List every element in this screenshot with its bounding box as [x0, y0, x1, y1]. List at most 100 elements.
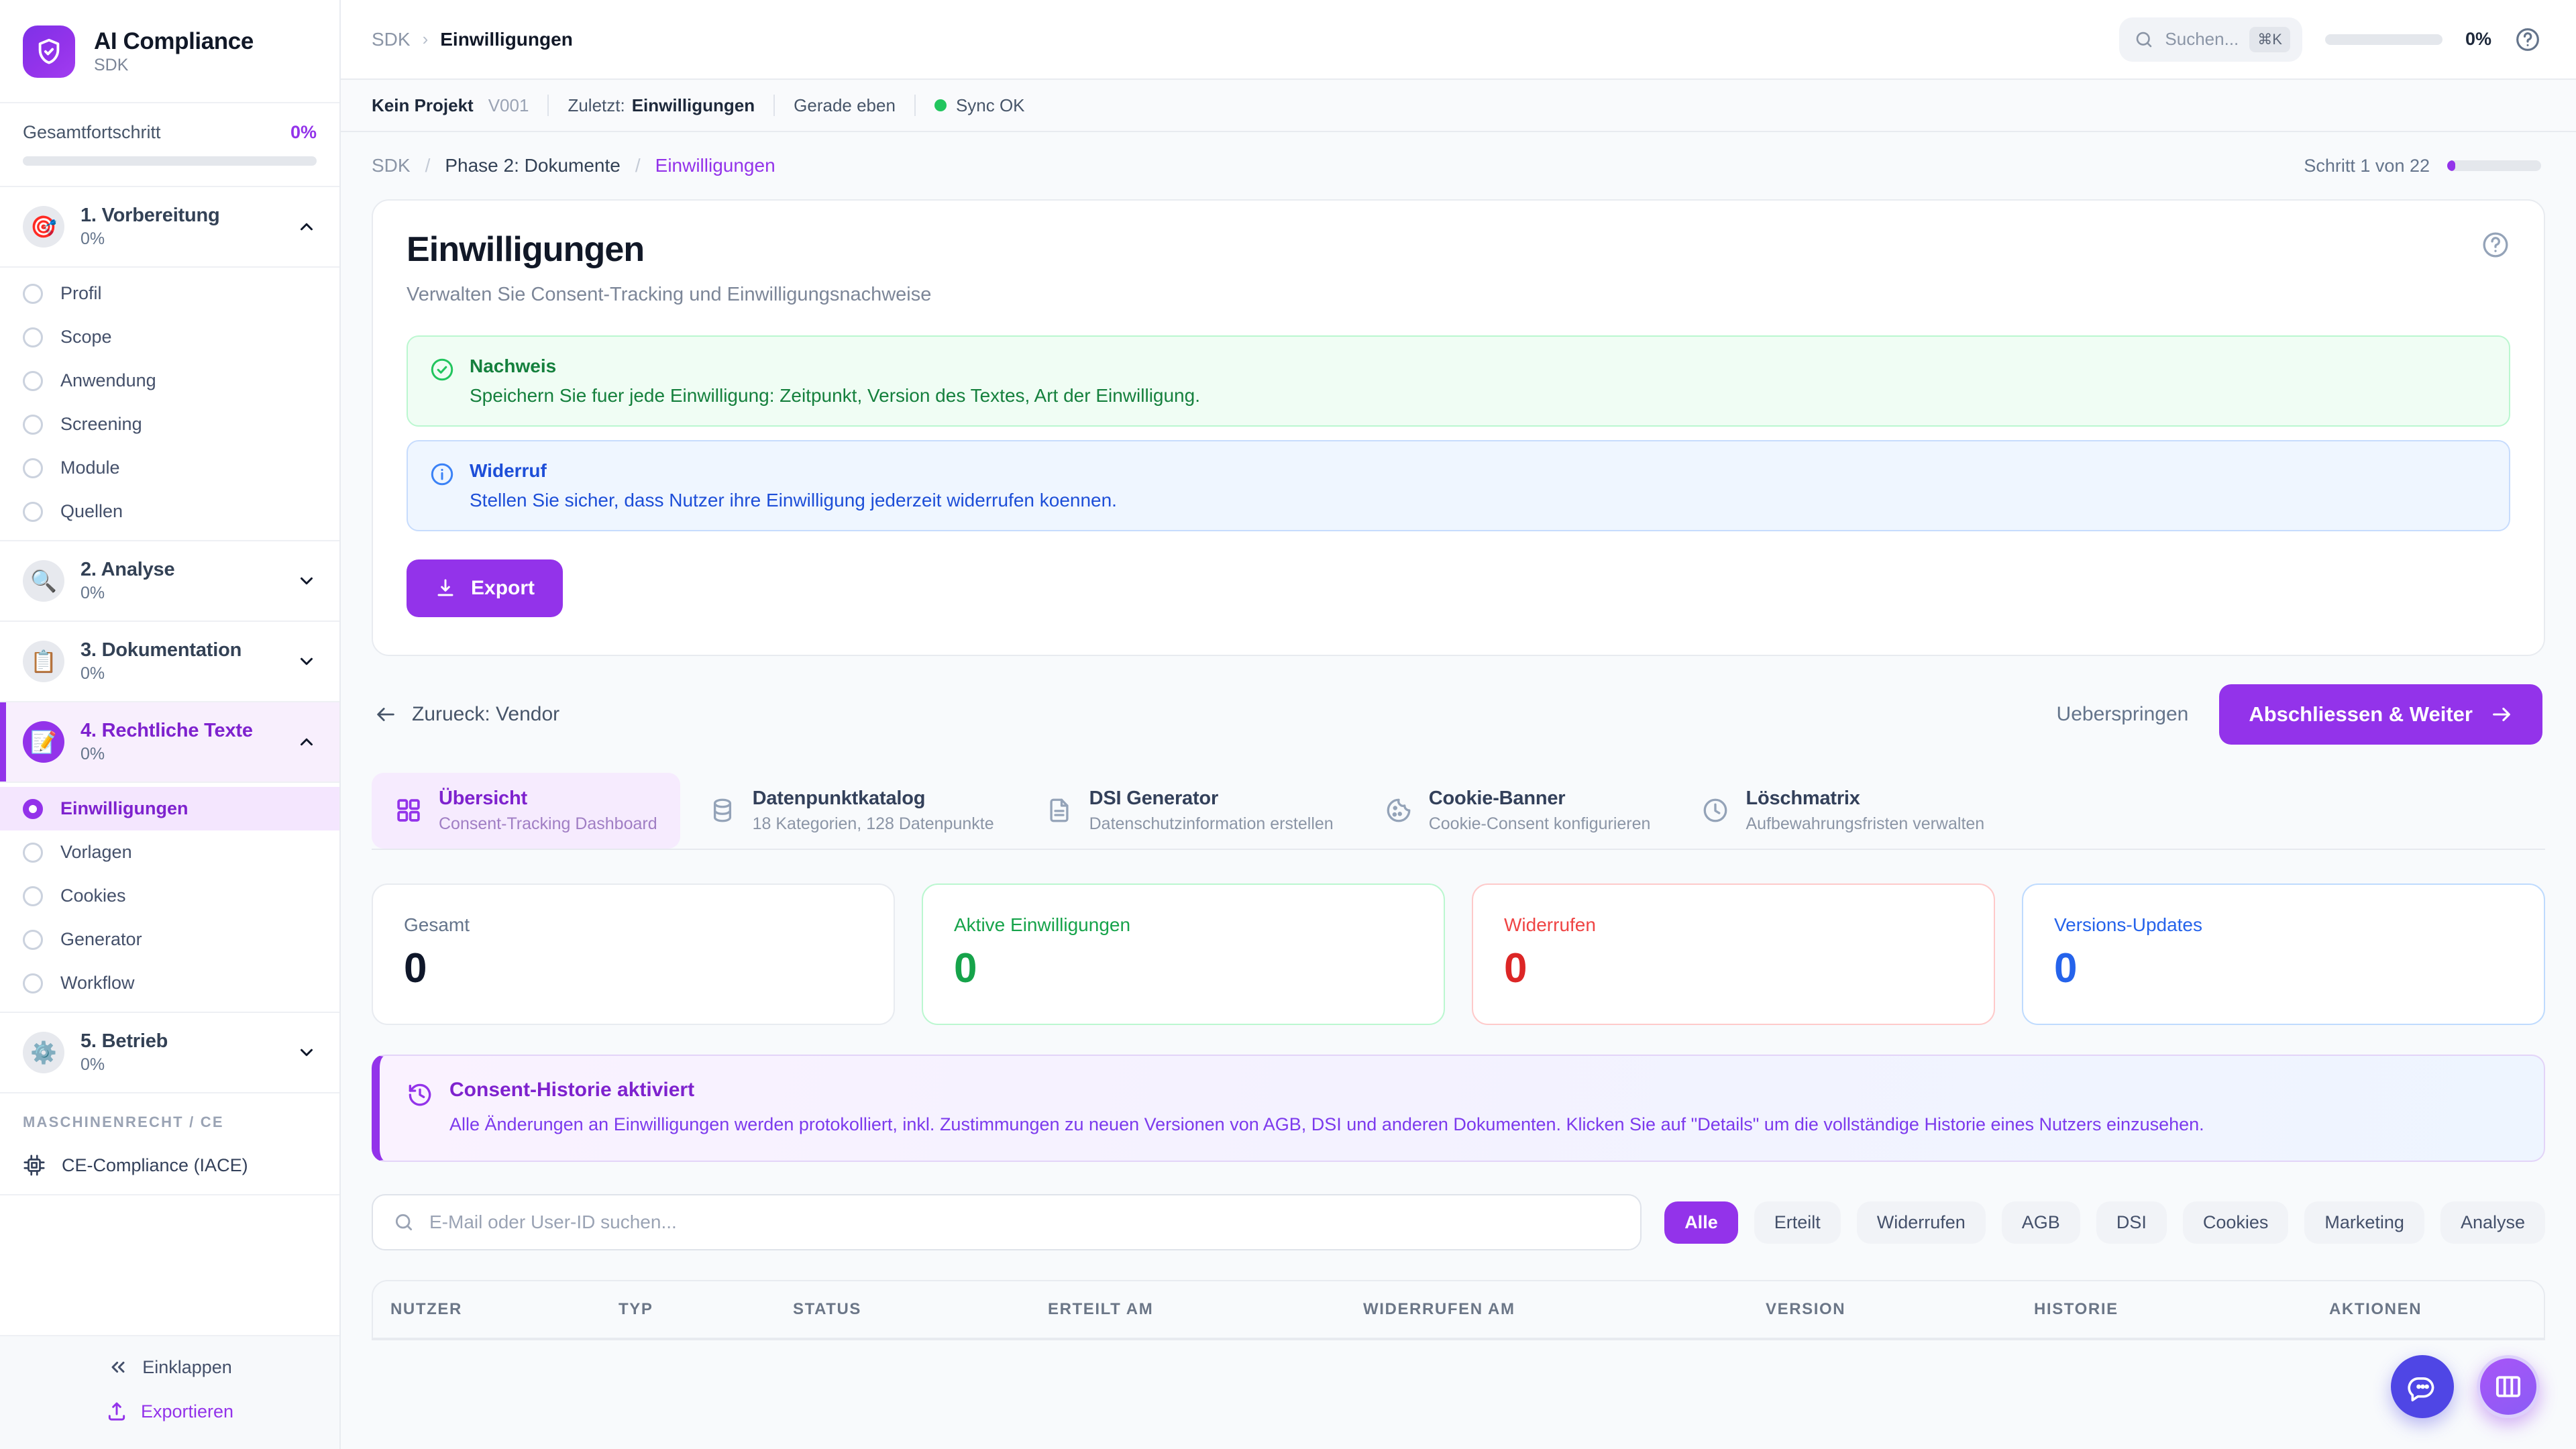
chevron-up-icon	[301, 223, 313, 231]
stat-card-versions-updates: Versions-Updates 0	[2022, 883, 2545, 1025]
sidebar-phase-rechtliche-texte[interactable]: 📝 4. Rechtliche Texte 0%	[0, 702, 339, 783]
breadcrumb-root[interactable]: SDK	[372, 28, 411, 50]
sidebar-item-label: Cookies	[60, 885, 126, 906]
table-header-row: NUTZER TYP STATUS ERTEILT AM WIDERRUFEN …	[373, 1281, 2544, 1340]
content-scroll: Einwilligungen Verwalten Sie Consent-Tra…	[341, 199, 2576, 1449]
column-header-erteilt-am[interactable]: ERTEILT AM	[1048, 1300, 1154, 1319]
global-search-input[interactable]: Suchen... ⌘K	[2119, 17, 2302, 62]
filter-chip-analyse[interactable]: Analyse	[2440, 1201, 2545, 1244]
chat-fab[interactable]	[2391, 1355, 2454, 1418]
step-label: Schritt 1 von 22	[2304, 155, 2430, 176]
alert-title: Widerruf	[470, 460, 547, 481]
sidebar-phase-analyse[interactable]: 🔍 2. Analyse 0%	[0, 541, 339, 622]
sidebar-item-ce-compliance[interactable]: CE-Compliance (IACE)	[0, 1142, 339, 1195]
column-header-widerrufen-am[interactable]: WIDERRUFEN AM	[1363, 1300, 1515, 1319]
sidebar-item-module[interactable]: Module	[0, 446, 339, 490]
export-label: Exportieren	[140, 1401, 234, 1421]
database-icon	[713, 798, 731, 822]
sidebar-phase-betrieb[interactable]: ⚙️ 5. Betrieb 0%	[0, 1013, 339, 1093]
upload-icon	[108, 1402, 125, 1421]
phase-percent: 0%	[80, 584, 105, 602]
collapse-sidebar-button[interactable]: Einklappen	[107, 1356, 232, 1378]
sidebar-section-caption: MASCHINENRECHT / CE	[23, 1114, 224, 1130]
phase-percent: 0%	[80, 229, 105, 248]
column-header-historie[interactable]: HISTORIE	[2034, 1300, 2118, 1319]
radio-icon	[23, 370, 43, 391]
sidebar-item-scope[interactable]: Scope	[0, 315, 339, 359]
consent-history-banner: Consent-Historie aktiviert Alle Änderung…	[372, 1054, 2545, 1163]
sidebar-item-generator[interactable]: Generator	[0, 918, 339, 961]
floating-action-buttons	[2391, 1355, 2540, 1418]
help-circle-icon[interactable]	[2514, 26, 2541, 53]
tab-description: Consent-Tracking Dashboard	[439, 814, 657, 833]
sidebar-item-label: Quellen	[60, 501, 123, 521]
tab-cookie-banner[interactable]: Cookie-Banner Cookie-Consent konfigurier…	[1362, 773, 1674, 849]
chip-icon	[23, 1155, 45, 1176]
panel-fab[interactable]	[2477, 1355, 2540, 1418]
tab-uebersicht[interactable]: Übersicht Consent-Tracking Dashboard	[372, 772, 680, 849]
tab-label: Cookie-Banner	[1428, 787, 1566, 809]
tab-dsi-generator[interactable]: DSI Generator Datenschutzinformation ers…	[1022, 773, 1356, 849]
help-circle-icon[interactable]	[2481, 230, 2510, 260]
column-header-nutzer[interactable]: NUTZER	[390, 1300, 462, 1319]
filter-row: E-Mail oder User-ID suchen... Alle Ertei…	[372, 1162, 2545, 1251]
filter-chip-widerrufen[interactable]: Widerrufen	[1856, 1201, 1986, 1244]
export-sidebar-button[interactable]: Exportieren	[106, 1401, 233, 1422]
sidebar-item-anwendung[interactable]: Anwendung	[0, 359, 339, 402]
filter-chip-dsi[interactable]: DSI	[2096, 1201, 2167, 1244]
user-search-input[interactable]: E-Mail oder User-ID suchen...	[372, 1194, 1642, 1251]
filter-chip-alle[interactable]: Alle	[1664, 1201, 1738, 1244]
chat-bubble-icon	[2408, 1377, 2434, 1401]
breadcrumb-item-1[interactable]: Phase 2: Dokumente	[445, 155, 621, 176]
sidebar-item-profil[interactable]: Profil	[0, 272, 339, 315]
breadcrumb-item-0[interactable]: SDK	[372, 155, 411, 176]
filter-chip-erteilt[interactable]: Erteilt	[1754, 1201, 1841, 1244]
statusbar: Kein Projekt V001 Zuletzt: Einwilligunge…	[341, 80, 2576, 132]
history-icon	[409, 1083, 431, 1106]
filter-chip-cookies[interactable]: Cookies	[2182, 1201, 2289, 1244]
topbar-progress-percent: 0%	[2465, 29, 2491, 49]
column-header-typ[interactable]: TYP	[619, 1300, 653, 1319]
search-icon	[2137, 32, 2152, 47]
column-header-status[interactable]: STATUS	[793, 1300, 862, 1319]
next-button-label: Abschliessen & Weiter	[2249, 702, 2473, 726]
brand-header[interactable]: AI Compliance SDK	[0, 0, 339, 103]
page-title: Einwilligungen	[407, 230, 645, 269]
stat-label: Widerrufen	[1504, 914, 1596, 935]
stat-label: Versions-Updates	[2054, 914, 2203, 935]
tab-loeschmatrix[interactable]: Löschmatrix Aufbewahrungsfristen verwalt…	[1678, 773, 2007, 849]
sync-status-dot	[934, 99, 947, 111]
page-subtitle: Verwalten Sie Consent-Tracking und Einwi…	[407, 283, 932, 305]
sidebar-item-label: CE-Compliance (IACE)	[62, 1155, 248, 1175]
stat-value: 0	[404, 945, 427, 991]
sidebar-phase-dokumentation[interactable]: 📋 3. Dokumentation 0%	[0, 622, 339, 702]
back-button[interactable]: Zurueck: Vendor	[374, 703, 559, 726]
clock-icon	[1704, 798, 1727, 822]
sidebar-item-screening[interactable]: Screening	[0, 402, 339, 446]
tab-datenpunktkatalog[interactable]: Datenpunktkatalog 18 Kategorien, 128 Dat…	[686, 773, 1017, 849]
sidebar-item-label: Screening	[60, 414, 142, 434]
sidebar-item-vorlagen[interactable]: Vorlagen	[0, 830, 339, 874]
stat-label: Gesamt	[404, 914, 470, 935]
topbar: SDK › Einwilligungen Suchen... ⌘K 0%	[341, 0, 2576, 80]
info-circle-icon	[431, 463, 453, 486]
sidebar-phase-vorbereitung[interactable]: 🎯 1. Vorbereitung 0%	[0, 187, 339, 268]
sidebar-item-label: Workflow	[60, 973, 135, 993]
sidebar-item-quellen[interactable]: Quellen	[0, 490, 339, 533]
filter-chip-marketing[interactable]: Marketing	[2304, 1201, 2424, 1244]
topbar-progress-bar	[2324, 34, 2443, 45]
column-header-aktionen[interactable]: AKTIONEN	[2329, 1300, 2422, 1319]
stat-card-aktive-einwilligungen: Aktive Einwilligungen 0	[922, 883, 1445, 1025]
status-sync: Sync OK	[955, 95, 1025, 115]
sidebar-item-workflow[interactable]: Workflow	[0, 961, 339, 1005]
history-banner-title: Consent-Historie aktiviert	[449, 1078, 695, 1101]
sidebar-item-cookies[interactable]: Cookies	[0, 874, 339, 918]
filter-chip-agb[interactable]: AGB	[2001, 1201, 2080, 1244]
complete-and-next-button[interactable]: Abschliessen & Weiter	[2219, 684, 2542, 745]
export-button[interactable]: Export	[407, 559, 564, 617]
sidebar-item-einwilligungen[interactable]: Einwilligungen	[0, 787, 339, 830]
column-header-version[interactable]: VERSION	[1766, 1300, 1846, 1319]
stat-value: 0	[1504, 945, 1527, 991]
radio-icon	[23, 798, 43, 819]
skip-button[interactable]: Ueberspringen	[2056, 702, 2189, 725]
